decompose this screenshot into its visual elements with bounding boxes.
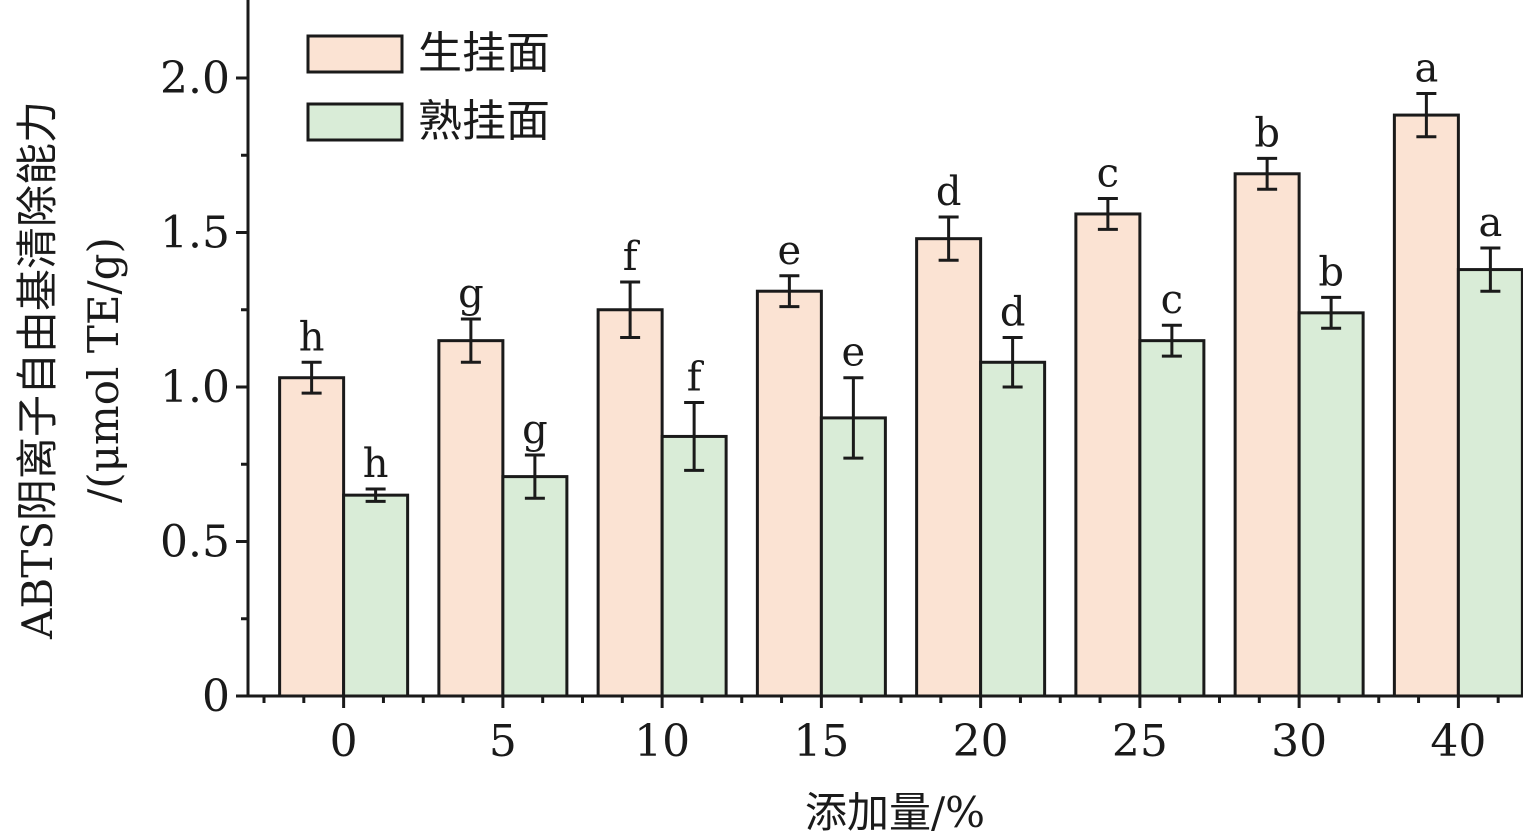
significance-label: e xyxy=(842,330,866,376)
significance-label: c xyxy=(1161,277,1183,323)
bar-raw-30 xyxy=(1233,172,1301,698)
x-tick-label: 5 xyxy=(489,716,517,767)
x-tick-label: 10 xyxy=(634,716,690,767)
bar-raw-40 xyxy=(1392,113,1460,698)
bar-cooked-40 xyxy=(1456,268,1523,698)
x-tick-label: 20 xyxy=(953,716,1009,767)
axes-layer: 0 5 10 15 20 25 30 40 0 0.5 1.0 1.5 2.0 xyxy=(160,0,1522,767)
bar-cooked-25 xyxy=(1138,339,1206,698)
y-axis-title-line-1: ABTS阴离子自由基清除能力 xyxy=(13,101,62,640)
y-tick-label: 1.5 xyxy=(160,208,230,259)
y-tick-label: 0 xyxy=(202,671,230,722)
legend-label-cooked: 熟挂面 xyxy=(418,96,550,147)
bar-cooked-0 xyxy=(342,493,410,698)
significance-label: c xyxy=(1097,151,1119,197)
bar-raw-15 xyxy=(755,289,823,698)
y-tick-label: 2.0 xyxy=(160,53,230,104)
bar-cooked-5 xyxy=(501,475,569,698)
bar-cooked-10 xyxy=(660,434,728,698)
significance-label: h xyxy=(363,441,389,487)
bar-raw-25 xyxy=(1074,212,1142,698)
significance-label: b xyxy=(1318,249,1344,295)
significance-label: f xyxy=(623,234,641,280)
significance-label: a xyxy=(1414,45,1438,91)
bar-cooked-30 xyxy=(1297,311,1365,698)
y-tick-label: 0.5 xyxy=(160,517,230,568)
legend-swatch-raw xyxy=(306,34,404,74)
significance-label: g xyxy=(522,407,548,453)
significance-label: d xyxy=(1000,290,1026,336)
x-tick-label: 40 xyxy=(1430,716,1486,767)
bar-cooked-15 xyxy=(819,416,887,698)
x-tick-label: 25 xyxy=(1112,716,1168,767)
x-tick-label: 15 xyxy=(793,716,849,767)
y-axis-title: ABTS阴离子自由基清除能力 xyxy=(13,101,62,640)
bar-raw-10 xyxy=(596,308,664,698)
bar-cooked-20 xyxy=(979,360,1047,698)
y-axis-title-2: /(μmol TE/g) xyxy=(79,237,128,503)
significance-label: g xyxy=(458,271,484,317)
significance-label: a xyxy=(1478,200,1502,246)
bar-raw-0 xyxy=(278,376,346,698)
x-tick-label: 0 xyxy=(330,716,358,767)
bars-layer: h h g g f f e e d d c c b b a a xyxy=(278,45,1523,698)
x-axis-title: 添加量/% xyxy=(805,788,985,837)
y-axis-title-line-2: /(μmol TE/g) xyxy=(79,237,128,503)
bar-raw-20 xyxy=(915,237,983,698)
significance-label: f xyxy=(687,354,705,400)
legend-label-raw: 生挂面 xyxy=(418,28,550,79)
y-tick-label: 1.0 xyxy=(160,362,230,413)
significance-label: e xyxy=(778,228,802,274)
x-tick-label: 30 xyxy=(1271,716,1327,767)
significance-label: b xyxy=(1254,110,1280,156)
significance-label: d xyxy=(936,169,962,215)
bar-raw-5 xyxy=(437,339,505,698)
legend-swatch-cooked xyxy=(306,102,404,142)
significance-label: h xyxy=(299,314,325,360)
